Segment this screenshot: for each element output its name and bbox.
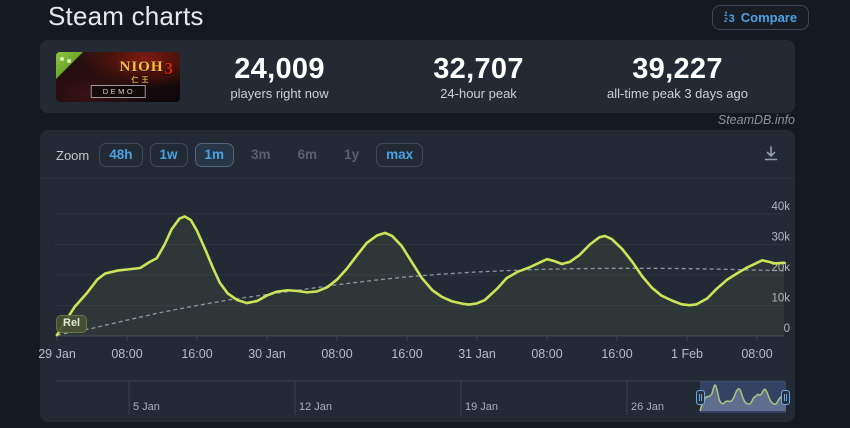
navigator-handle-right[interactable] <box>781 390 790 405</box>
game-logo: NIOH 仁王 3 <box>119 59 173 85</box>
alltime-peak-label: all-time peak 3 days ago <box>607 86 748 101</box>
stats-card: NIOH 仁王 3 DEMO 24,009 players right now … <box>40 40 795 113</box>
stat-players-now: 24,009 players right now <box>180 40 379 113</box>
range-button-3m: 3m <box>241 143 281 167</box>
download-chart-button[interactable] <box>761 144 781 164</box>
peak-24h-label: 24-hour peak <box>440 86 517 101</box>
stat-24h-peak: 32,707 24-hour peak <box>379 40 578 113</box>
navigator-handle-left[interactable] <box>696 390 705 405</box>
release-marker-badge: Rel <box>56 315 88 333</box>
range-button-1y: 1y <box>334 143 369 167</box>
stat-alltime-peak: 39,227 all-time peak 3 days ago <box>578 40 777 113</box>
peak-24h-value: 32,707 <box>433 53 524 85</box>
steamdb-watermark: SteamDB.info <box>717 113 795 127</box>
range-button-48h[interactable]: 48h <box>99 143 143 167</box>
game-capsule-image[interactable]: NIOH 仁王 3 DEMO <box>56 52 180 102</box>
compare-button-label: Compare <box>740 10 798 25</box>
page-title: Steam charts <box>48 1 204 31</box>
demo-label: DEMO <box>90 85 146 98</box>
range-button-6m: 6m <box>288 143 328 167</box>
range-button-max[interactable]: max <box>376 143 424 167</box>
navigator-selection[interactable] <box>700 381 786 413</box>
range-button-1w[interactable]: 1w <box>149 143 188 167</box>
alltime-peak-value: 39,227 <box>632 53 723 85</box>
free-demo-ribbon-icon <box>56 52 83 79</box>
panel-separator <box>40 178 795 179</box>
range-button-1m[interactable]: 1m <box>194 143 235 167</box>
players-now-label: players right now <box>230 86 329 101</box>
chart-panel: Zoom 48h 1w 1m 3m 6m 1y max <box>40 130 795 422</box>
players-now-value: 24,009 <box>234 53 325 85</box>
zoom-range-toolbar: Zoom 48h 1w 1m 3m 6m 1y max <box>56 143 424 167</box>
zoom-label: Zoom <box>56 147 90 163</box>
download-icon <box>764 146 778 161</box>
